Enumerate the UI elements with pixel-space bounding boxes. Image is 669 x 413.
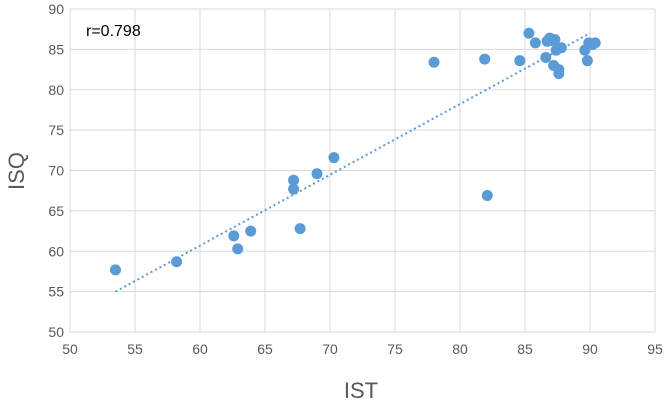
- data-point: [171, 256, 183, 268]
- data-point: [288, 183, 300, 195]
- data-point: [540, 51, 552, 63]
- y-tick-label: 80: [48, 82, 64, 98]
- x-tick-label: 60: [192, 341, 208, 357]
- x-tick-label: 70: [322, 341, 338, 357]
- x-tick-label: 50: [62, 341, 78, 357]
- data-point: [553, 68, 565, 80]
- y-tick-label: 50: [48, 324, 64, 340]
- data-point: [428, 56, 440, 68]
- data-point: [288, 174, 300, 186]
- x-tick-label: 85: [517, 341, 533, 357]
- x-axis-ticks: 50 55 60 65 70 75 80 85 90 95: [62, 341, 663, 357]
- correlation-annotation: r=0.798: [86, 23, 141, 40]
- y-axis-title: ISQ: [4, 152, 29, 190]
- x-axis-title: IST: [344, 378, 378, 403]
- y-tick-label: 75: [48, 122, 64, 138]
- trendline-group: [115, 32, 591, 293]
- x-tick-label: 65: [257, 341, 273, 357]
- y-tick-label: 60: [48, 243, 64, 259]
- data-point: [110, 264, 121, 276]
- x-tick-label: 55: [127, 341, 143, 357]
- data-point: [549, 34, 561, 46]
- data-point: [232, 243, 244, 255]
- data-points: [110, 27, 601, 276]
- data-point: [514, 55, 526, 67]
- grid: [69, 8, 656, 333]
- data-point: [523, 27, 535, 39]
- data-point: [245, 225, 257, 237]
- y-tick-label: 55: [48, 284, 64, 300]
- data-point: [529, 37, 541, 49]
- y-tick-label: 65: [48, 203, 64, 219]
- data-point: [294, 223, 306, 235]
- x-tick-label: 90: [582, 341, 598, 357]
- y-tick-label: 85: [48, 41, 64, 57]
- data-point: [328, 152, 340, 164]
- y-tick-label: 70: [48, 163, 64, 179]
- x-tick-label: 75: [387, 341, 403, 357]
- trendline: [115, 32, 591, 293]
- data-point: [479, 53, 491, 65]
- data-point: [555, 42, 567, 54]
- y-tick-label: 90: [48, 1, 64, 17]
- data-point: [481, 190, 493, 202]
- data-point: [311, 168, 323, 180]
- y-axis-ticks: 50 55 60 65 70 75 80 85 90: [48, 1, 64, 340]
- data-point: [228, 230, 240, 242]
- x-tick-label: 95: [647, 341, 663, 357]
- data-point: [589, 37, 601, 49]
- data-point: [581, 55, 593, 67]
- x-tick-label: 80: [452, 341, 468, 357]
